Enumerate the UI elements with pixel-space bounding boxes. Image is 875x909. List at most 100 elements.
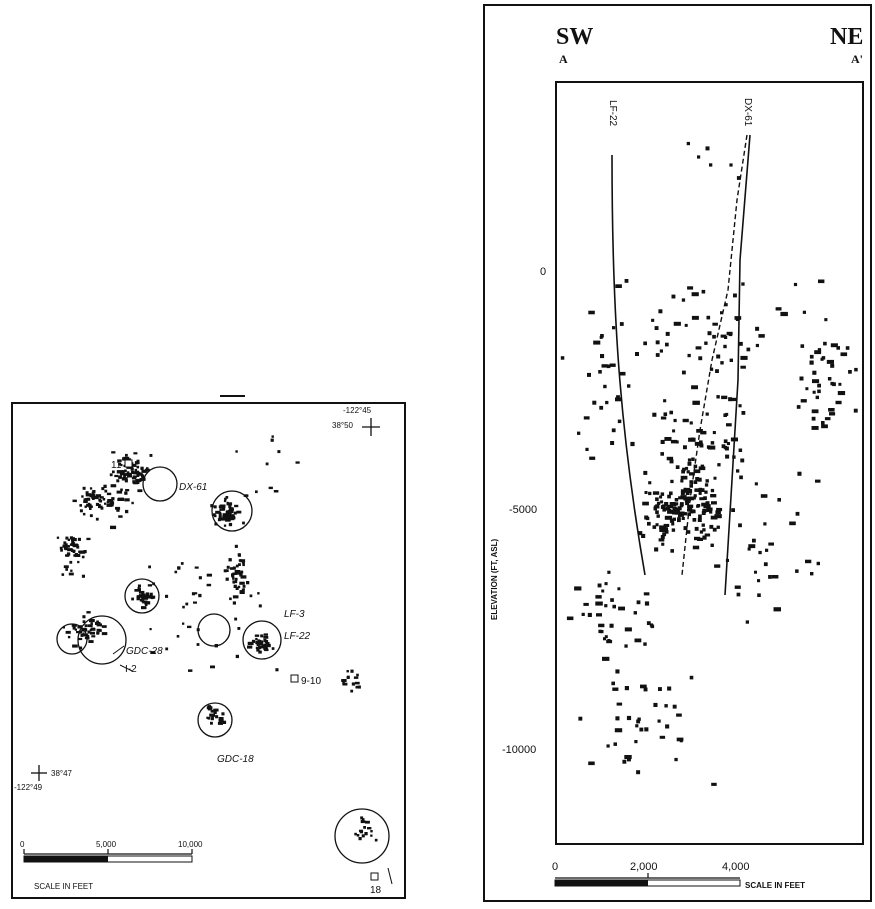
- map-event-230: [228, 522, 233, 527]
- map-event-418: [351, 682, 355, 686]
- section-event-258: [740, 365, 746, 369]
- map-event-81: [99, 496, 104, 499]
- map-event-225: [218, 515, 222, 519]
- map-event-479: [277, 450, 281, 454]
- section-event-21: [648, 481, 652, 485]
- section-event-132: [656, 501, 661, 505]
- section-event-172: [660, 439, 665, 444]
- section-event-141: [689, 472, 695, 476]
- section-event-214: [673, 418, 677, 423]
- map-event-266: [147, 584, 152, 587]
- section-event-160: [690, 437, 695, 441]
- map-event-147: [61, 573, 65, 576]
- section-event-287: [832, 382, 836, 387]
- section-event-145: [693, 469, 701, 474]
- section-event-56: [711, 501, 717, 505]
- section-event-320: [796, 405, 801, 409]
- map-event-390: [213, 710, 217, 715]
- section-event-272: [707, 331, 712, 336]
- section-event-192: [723, 439, 728, 444]
- map-event-163: [65, 536, 69, 540]
- section-event-458: [705, 146, 710, 151]
- section-ytick-5000: -5000: [509, 504, 537, 516]
- section-event-238: [793, 282, 798, 287]
- map-event-484: [271, 435, 274, 438]
- map-event-333: [233, 584, 237, 588]
- section-event-147: [710, 515, 718, 520]
- map-event-413: [341, 679, 347, 682]
- map-event-320: [238, 563, 241, 566]
- section-event-53: [684, 499, 688, 503]
- section-event-310: [812, 390, 816, 394]
- section-event-292: [815, 395, 819, 400]
- section-event-390: [653, 702, 658, 707]
- section-xtick-0: 0: [552, 861, 558, 873]
- map-event-92: [86, 497, 90, 501]
- section-event-201: [741, 411, 746, 415]
- section-event-378: [614, 728, 623, 733]
- map-event-69: [114, 474, 119, 478]
- section-event-231: [698, 356, 703, 361]
- section-event-353: [600, 630, 604, 634]
- map-event-133: [68, 572, 74, 576]
- section-event-246: [716, 354, 721, 359]
- map-event-129: [83, 498, 86, 501]
- map-event-224: [228, 518, 231, 521]
- section-event-42: [704, 490, 708, 494]
- section-event-236: [655, 340, 660, 345]
- section-event-278: [709, 367, 714, 371]
- well-dx61-label: DX-61: [179, 482, 207, 493]
- section-event-5: [698, 514, 702, 519]
- map-event-157: [72, 549, 76, 553]
- section-event-352: [612, 604, 616, 609]
- map-event-131: [64, 543, 68, 547]
- section-event-339: [618, 606, 625, 611]
- map-event-108: [106, 501, 109, 504]
- section-event-396: [624, 755, 632, 760]
- section-event-394: [689, 675, 694, 680]
- section-event-108: [685, 491, 690, 495]
- section-event-67: [705, 479, 709, 483]
- section-event-434: [599, 405, 604, 410]
- section-event-388: [676, 713, 682, 717]
- map-event-79: [125, 509, 129, 514]
- map-event-456: [149, 628, 152, 631]
- section-event-306: [797, 471, 802, 476]
- map-event-337: [239, 581, 245, 585]
- section-event-280: [835, 400, 842, 405]
- map-event-42: [134, 461, 139, 465]
- map-event-423: [359, 829, 364, 832]
- map-event-466: [234, 617, 238, 621]
- section-event-367: [578, 716, 583, 721]
- section-event-432: [599, 335, 603, 339]
- section-event-93: [669, 491, 673, 496]
- map-event-152: [69, 536, 74, 540]
- map-event-15: [133, 471, 137, 475]
- map-event-149: [77, 560, 80, 564]
- section-event-368: [658, 687, 662, 691]
- map-event-95: [81, 495, 84, 498]
- map-event-293: [89, 629, 92, 632]
- section-event-99: [697, 504, 701, 508]
- section-event-359: [566, 616, 574, 621]
- map-event-184: [222, 513, 228, 516]
- section-event-270: [593, 340, 601, 345]
- section-event-319: [821, 421, 825, 425]
- section-a-prime-label: A': [851, 52, 863, 66]
- map-event-389: [215, 715, 218, 718]
- map-event-122: [108, 504, 111, 507]
- section-event-44: [661, 542, 665, 546]
- section-event-203: [716, 395, 720, 399]
- map-event-443: [176, 635, 180, 638]
- map-event-461: [195, 592, 198, 595]
- section-event-244: [635, 352, 639, 356]
- section-event-234: [665, 331, 670, 336]
- section-event-369: [637, 717, 641, 721]
- section-event-398: [615, 716, 620, 721]
- map-event-451: [258, 604, 262, 608]
- map-event-437: [206, 583, 212, 587]
- map-event-305: [82, 620, 86, 623]
- section-event-240: [729, 358, 733, 362]
- map-event-472: [237, 627, 241, 630]
- section-event-223: [809, 360, 814, 365]
